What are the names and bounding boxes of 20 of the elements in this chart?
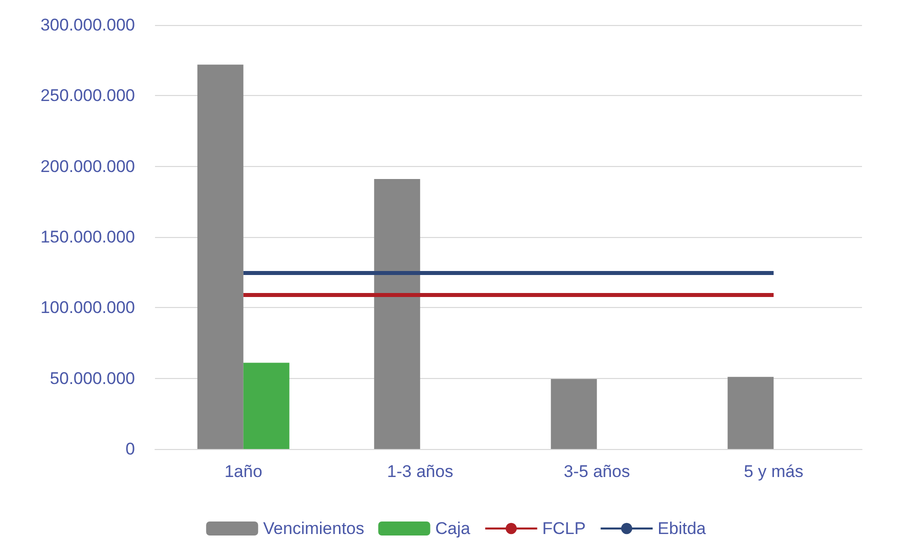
y-tick-label: 300.000.000 xyxy=(40,16,135,34)
bar xyxy=(197,64,244,449)
legend-label: Ebitda xyxy=(658,519,706,538)
x-tick-label: 1-3 años xyxy=(387,462,454,481)
bar xyxy=(374,179,420,449)
bar xyxy=(550,379,597,449)
bar xyxy=(728,376,774,449)
legend-label: Caja xyxy=(435,519,471,538)
y-tick-label: 100.000.000 xyxy=(40,298,135,318)
y-tick-label: 250.000.000 xyxy=(40,86,135,106)
x-tick-label: 5 y más xyxy=(744,462,804,481)
y-tick-label: 0 xyxy=(126,440,135,458)
x-tick-label: 1año xyxy=(224,462,262,481)
legend-label: FCLP xyxy=(542,519,586,538)
y-tick-label: 200.000.000 xyxy=(40,156,135,176)
x-tick-label: 3-5 años xyxy=(564,462,630,481)
bar xyxy=(243,362,290,449)
y-tick-label: 150.000.000 xyxy=(40,228,135,246)
y-tick-label: 50.000.000 xyxy=(50,368,135,388)
legend-label: Vencimientos xyxy=(263,519,364,538)
